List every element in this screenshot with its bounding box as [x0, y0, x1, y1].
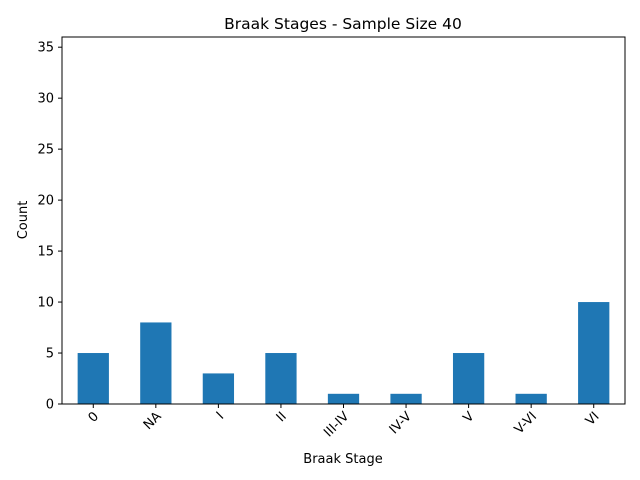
bar-III-IV [327, 393, 360, 404]
x-tick-label: III-IV [321, 409, 352, 440]
bar-0 [77, 353, 109, 404]
bar-V-VI [515, 393, 547, 404]
x-tick-label: VI [583, 409, 603, 429]
bar-I [202, 373, 235, 404]
x-axis-label: Braak Stage [303, 452, 382, 467]
y-tick-label: 5 [46, 347, 54, 362]
x-tick-label: V [461, 409, 478, 426]
bar-VI [578, 302, 610, 404]
bar-II [265, 353, 297, 404]
x-tick-label: II [274, 409, 290, 425]
bars-group [77, 302, 610, 404]
bar-NA [140, 322, 172, 404]
x-axis: 0 NA I II III-IV IV-V V V-VI VI [86, 404, 603, 440]
y-tick-label: 20 [37, 194, 54, 209]
y-tick-label: 30 [37, 92, 54, 107]
x-tick-label: V-VI [512, 409, 540, 437]
y-tick-label: 15 [37, 245, 54, 260]
x-tick-label: 0 [86, 409, 102, 425]
y-axis: 0 5 10 15 20 25 30 35 [37, 41, 62, 413]
x-tick-label: NA [141, 409, 165, 433]
x-tick-label: IV-V [387, 409, 415, 437]
y-tick-label: 35 [37, 41, 54, 56]
bar-IV-V [390, 393, 422, 404]
plot-frame [61, 36, 626, 405]
y-tick-label: 0 [46, 398, 54, 413]
y-tick-label: 25 [37, 143, 54, 158]
y-tick-label: 10 [37, 296, 54, 311]
y-axis-label: Count [16, 201, 31, 240]
x-tick-label: I [214, 409, 227, 422]
bar-V [452, 353, 485, 404]
chart-title: Braak Stages - Sample Size 40 [224, 15, 462, 33]
